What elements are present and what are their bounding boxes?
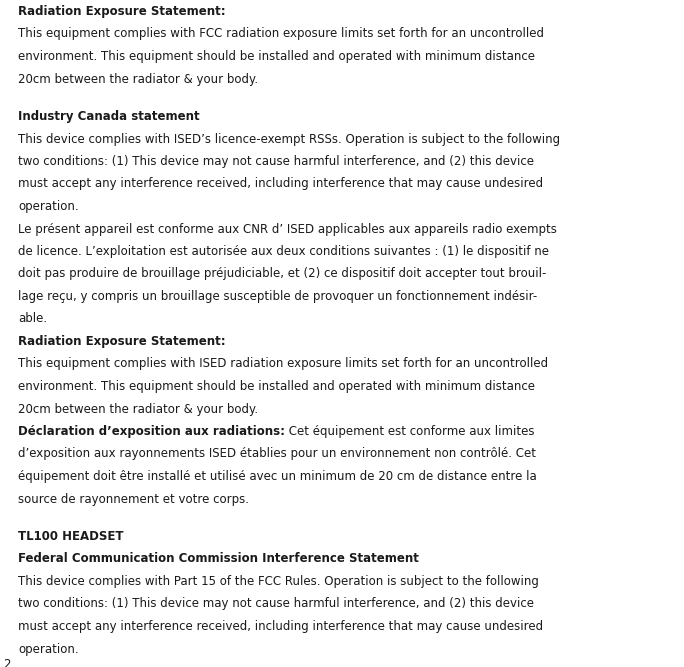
Text: Federal Communication Commission Interference Statement: Federal Communication Commission Interfe… (18, 552, 419, 566)
Text: This equipment complies with ISED radiation exposure limits set forth for an unc: This equipment complies with ISED radiat… (18, 358, 548, 370)
Text: 20cm between the radiator & your body.: 20cm between the radiator & your body. (18, 73, 258, 85)
Text: d’exposition aux rayonnements ISED établies pour un environnement non contrôlé. : d’exposition aux rayonnements ISED établ… (18, 448, 536, 460)
Text: This device complies with Part 15 of the FCC Rules. Operation is subject to the : This device complies with Part 15 of the… (18, 575, 539, 588)
Text: two conditions: (1) This device may not cause harmful interference, and (2) this: two conditions: (1) This device may not … (18, 598, 534, 610)
Text: able.: able. (18, 313, 47, 325)
Text: 2: 2 (3, 658, 10, 667)
Text: This equipment complies with FCC radiation exposure limits set forth for an unco: This equipment complies with FCC radiati… (18, 27, 544, 41)
Text: source de rayonnement et votre corps.: source de rayonnement et votre corps. (18, 492, 249, 506)
Text: two conditions: (1) This device may not cause harmful interference, and (2) this: two conditions: (1) This device may not … (18, 155, 534, 168)
Text: de licence. L’exploitation est autorisée aux deux conditions suivantes : (1) le : de licence. L’exploitation est autorisée… (18, 245, 549, 258)
Text: Radiation Exposure Statement:: Radiation Exposure Statement: (18, 5, 226, 18)
Text: Radiation Exposure Statement:: Radiation Exposure Statement: (18, 335, 226, 348)
Text: must accept any interference received, including interference that may cause und: must accept any interference received, i… (18, 177, 543, 191)
Text: Industry Canada statement: Industry Canada statement (18, 110, 200, 123)
Text: TL100 HEADSET: TL100 HEADSET (18, 530, 124, 543)
Text: must accept any interference received, including interference that may cause und: must accept any interference received, i… (18, 620, 543, 633)
Text: This device complies with ISED’s licence-exempt RSSs. Operation is subject to th: This device complies with ISED’s licence… (18, 133, 560, 145)
Text: Déclaration d’exposition aux radiations:: Déclaration d’exposition aux radiations: (18, 425, 285, 438)
Text: Cet équipement est conforme aux limites: Cet équipement est conforme aux limites (285, 425, 534, 438)
Text: environment. This equipment should be installed and operated with minimum distan: environment. This equipment should be in… (18, 50, 535, 63)
Text: environment. This equipment should be installed and operated with minimum distan: environment. This equipment should be in… (18, 380, 535, 393)
Text: 20cm between the radiator & your body.: 20cm between the radiator & your body. (18, 402, 258, 416)
Text: operation.: operation. (18, 200, 79, 213)
Text: équipement doit être installé et utilisé avec un minimum de 20 cm de distance en: équipement doit être installé et utilisé… (18, 470, 537, 483)
Text: operation.: operation. (18, 642, 79, 656)
Text: doit pas produire de brouillage préjudiciable, et (2) ce dispositif doit accepte: doit pas produire de brouillage préjudic… (18, 267, 547, 281)
Text: Le présent appareil est conforme aux CNR d’ ISED applicables aux appareils radio: Le présent appareil est conforme aux CNR… (18, 223, 557, 235)
Text: lage reçu, y compris un brouillage susceptible de provoquer un fonctionnement in: lage reçu, y compris un brouillage susce… (18, 290, 537, 303)
